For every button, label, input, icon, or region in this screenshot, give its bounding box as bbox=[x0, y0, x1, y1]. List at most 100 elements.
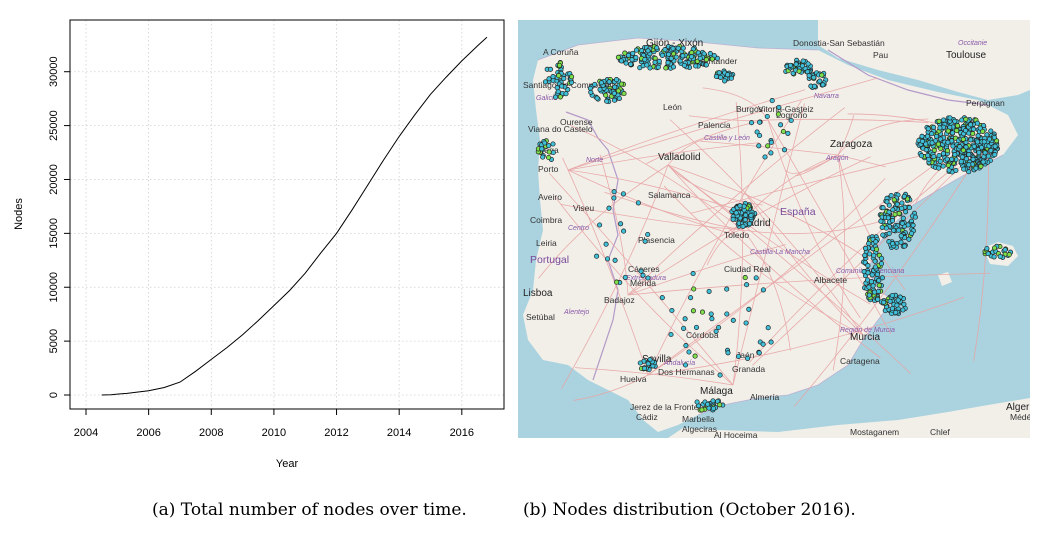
node-marker bbox=[957, 144, 963, 150]
node-marker bbox=[867, 251, 873, 257]
node-marker bbox=[960, 136, 966, 142]
road bbox=[700, 140, 839, 156]
place-label: Al Hoceima bbox=[714, 430, 758, 438]
node-marker bbox=[906, 205, 913, 211]
node-marker bbox=[788, 117, 794, 124]
place-label: Mostaganem bbox=[850, 427, 899, 437]
node-marker bbox=[621, 228, 627, 234]
node-marker bbox=[945, 162, 951, 168]
node-marker bbox=[898, 233, 904, 239]
node-marker bbox=[757, 132, 763, 139]
place-label: Ciudad Real bbox=[724, 264, 771, 274]
node-marker bbox=[603, 241, 609, 247]
node-marker bbox=[971, 143, 977, 149]
place-label: León bbox=[663, 102, 682, 112]
node-marker bbox=[886, 230, 892, 237]
node-marker bbox=[940, 163, 946, 169]
land-ibiza bbox=[938, 272, 952, 286]
y-tick-label: 15000 bbox=[48, 218, 60, 249]
node-marker bbox=[645, 231, 651, 238]
node-marker bbox=[550, 141, 556, 147]
node-marker bbox=[554, 85, 560, 91]
road bbox=[573, 374, 649, 401]
node-marker bbox=[949, 156, 955, 162]
caption-b: (b) Nodes distribution (October 2016). bbox=[523, 500, 856, 520]
node-marker bbox=[872, 289, 878, 295]
node-marker bbox=[635, 200, 641, 206]
node-marker bbox=[756, 350, 762, 356]
place-label: Aveiro bbox=[538, 192, 562, 202]
node-marker bbox=[588, 89, 594, 95]
node-marker bbox=[954, 128, 960, 134]
node-marker bbox=[606, 79, 612, 85]
node-marker bbox=[693, 324, 700, 330]
node-marker bbox=[616, 95, 622, 101]
road bbox=[604, 191, 744, 231]
node-marker bbox=[666, 51, 672, 57]
place-label: Región de Murcia bbox=[840, 327, 895, 334]
y-axis: 0 5000 10000 15000 20000 25000 30000 bbox=[48, 56, 70, 398]
road bbox=[793, 139, 989, 407]
node-marker bbox=[630, 50, 636, 56]
node-marker bbox=[716, 324, 722, 331]
place-label: Alentejo bbox=[563, 309, 589, 316]
node-marker bbox=[629, 57, 635, 63]
node-marker bbox=[547, 66, 554, 72]
node-marker bbox=[556, 73, 562, 79]
node-marker bbox=[817, 78, 823, 84]
node-marker bbox=[891, 227, 897, 233]
y-tick-label: 30000 bbox=[48, 56, 60, 87]
node-marker bbox=[881, 299, 887, 305]
node-marker bbox=[654, 45, 660, 51]
x-axis-title: Year bbox=[276, 458, 299, 470]
node-marker bbox=[970, 131, 976, 137]
node-marker bbox=[746, 306, 752, 312]
place-label: España bbox=[780, 206, 816, 218]
node-marker bbox=[947, 115, 953, 121]
place-label: Aragón bbox=[825, 155, 849, 162]
node-marker bbox=[865, 270, 871, 276]
node-marker bbox=[963, 156, 969, 162]
node-marker bbox=[992, 143, 998, 149]
node-marker bbox=[890, 207, 896, 213]
place-label: Portugal bbox=[530, 254, 569, 266]
node-marker bbox=[690, 308, 696, 314]
node-marker bbox=[604, 256, 611, 262]
node-marker bbox=[612, 257, 618, 263]
node-marker bbox=[912, 214, 918, 220]
road bbox=[560, 203, 744, 231]
node-marker bbox=[765, 325, 771, 331]
node-marker bbox=[869, 272, 875, 278]
place-label: Occitanie bbox=[958, 40, 987, 47]
road bbox=[742, 229, 791, 351]
node-marker bbox=[953, 167, 959, 173]
node-marker bbox=[806, 73, 812, 79]
node-marker bbox=[611, 195, 617, 201]
node-marker bbox=[889, 292, 895, 299]
node-markers bbox=[535, 43, 1014, 413]
node-marker bbox=[952, 118, 958, 124]
place-label: Valladolid bbox=[658, 152, 701, 163]
node-marker bbox=[633, 54, 639, 61]
road bbox=[569, 124, 744, 231]
node-marker bbox=[706, 288, 712, 294]
node-marker bbox=[753, 275, 759, 281]
node-marker bbox=[931, 124, 937, 130]
node-marker bbox=[968, 137, 974, 143]
node-marker bbox=[902, 243, 908, 249]
node-marker bbox=[937, 158, 943, 164]
node-marker bbox=[991, 245, 998, 251]
place-label: Cáceres bbox=[628, 264, 660, 274]
node-marker bbox=[901, 301, 907, 307]
node-marker bbox=[805, 61, 811, 67]
node-marker bbox=[710, 405, 717, 412]
node-marker bbox=[644, 62, 650, 68]
node-marker bbox=[891, 197, 897, 203]
road bbox=[837, 154, 886, 168]
node-marker bbox=[988, 128, 994, 134]
node-marker bbox=[959, 117, 965, 123]
road bbox=[647, 177, 886, 376]
node-marker bbox=[762, 154, 768, 160]
node-marker bbox=[680, 45, 686, 51]
node-marker bbox=[748, 120, 755, 126]
